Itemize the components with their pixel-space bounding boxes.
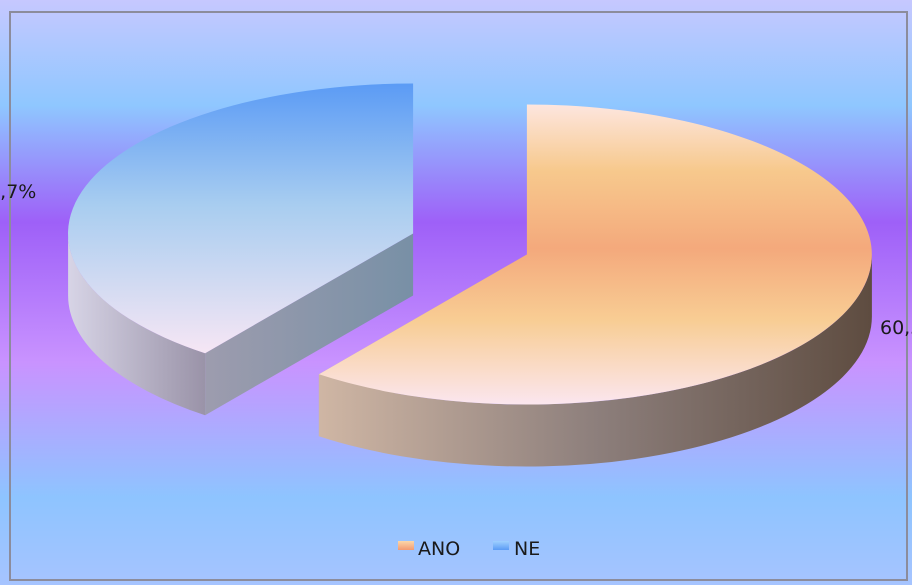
chart-border [9, 11, 908, 581]
legend-swatch-ano [398, 541, 414, 550]
pie-slice-ano [318, 104, 872, 405]
pie-slice-ne [68, 83, 414, 354]
legend-swatch-ne [493, 541, 509, 550]
slice-cut-face-ne-0 [205, 233, 414, 416]
legend: ANO NE [398, 538, 540, 560]
data-label-ne: 39,7% [0, 181, 36, 203]
legend-label-ano: ANO [418, 538, 460, 560]
legend-label-ne: NE [514, 538, 540, 560]
slice-wall-ne-0 [68, 233, 206, 416]
pie-slices [68, 83, 872, 467]
data-label-ano: 60,3% [880, 317, 912, 339]
slice-wall-ano-0 [318, 254, 872, 467]
